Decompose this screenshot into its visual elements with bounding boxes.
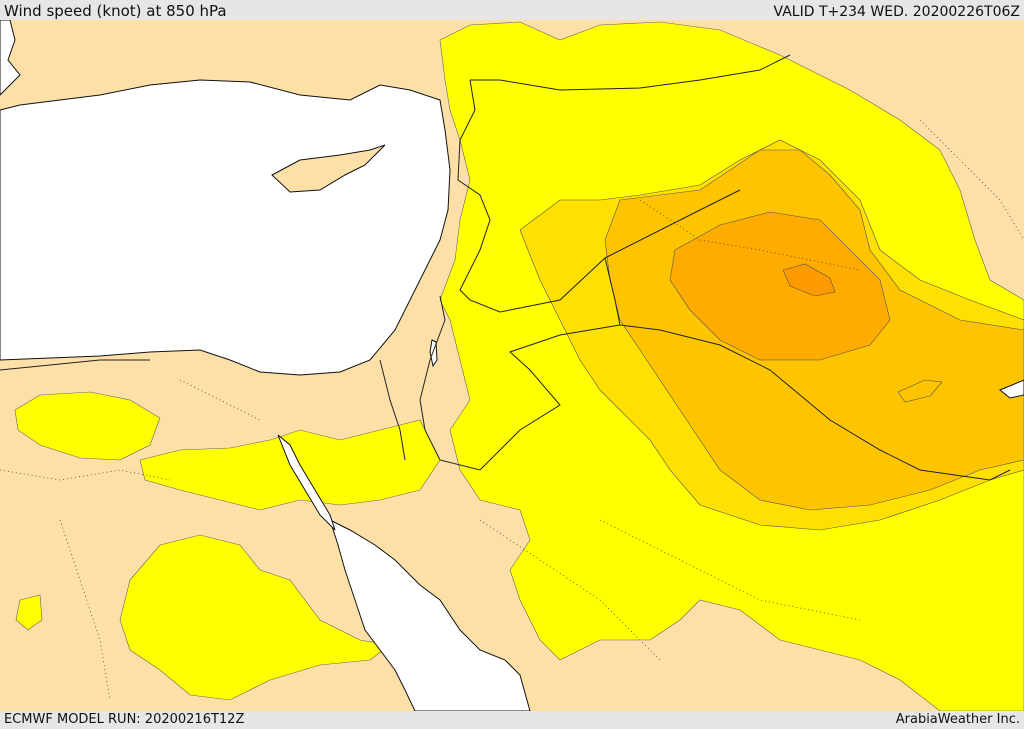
wind-speed-map bbox=[0, 20, 1024, 711]
wind-band-orange-core bbox=[669, 211, 891, 361]
map-title: Wind speed (knot) at 850 hPa bbox=[4, 2, 227, 20]
gulf-of-suez bbox=[277, 434, 336, 531]
aegean-coast bbox=[0, 20, 21, 96]
wind-band-yellow-left-edge bbox=[15, 594, 43, 631]
valid-time: VALID T+234 WED. 20200226T06Z bbox=[773, 4, 1020, 20]
persian-gulf bbox=[999, 379, 1024, 399]
wind-band-amber-small bbox=[897, 379, 943, 403]
model-run: ECMWF MODEL RUN: 20200216T12Z bbox=[4, 712, 245, 727]
map-header: Wind speed (knot) at 850 hPa VALID T+234… bbox=[0, 0, 1024, 20]
map-footer: ECMWF MODEL RUN: 20200216T12Z ArabiaWeat… bbox=[0, 711, 1024, 729]
cyprus-island bbox=[271, 144, 386, 193]
mediterranean-sea bbox=[0, 79, 451, 376]
country-borders bbox=[0, 54, 1011, 481]
red-sea bbox=[329, 519, 531, 711]
wind-band-yellow-egypt-south bbox=[119, 534, 391, 701]
credit: ArabiaWeather Inc. bbox=[895, 712, 1020, 727]
wind-band-deep-orange bbox=[782, 263, 836, 297]
wind-band-yellow-libya bbox=[14, 391, 161, 461]
province-borders bbox=[0, 119, 1024, 701]
